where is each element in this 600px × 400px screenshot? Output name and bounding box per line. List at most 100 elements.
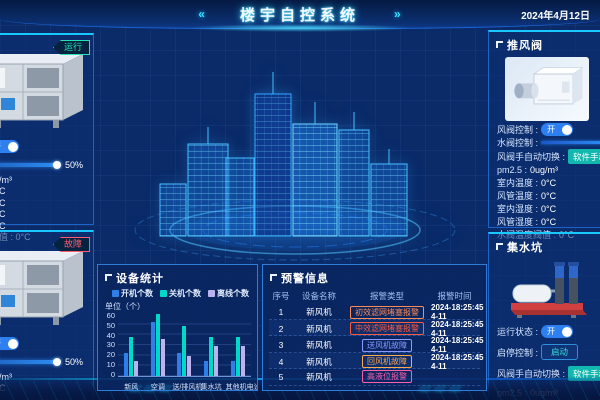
power-toggle[interactable]: 开 bbox=[0, 337, 19, 350]
sump-pit-title: 集水坑 bbox=[489, 234, 600, 255]
field-label: 风阀手自动切换 : bbox=[497, 369, 566, 379]
alerts-table-header: 序号 设备名称 报警类型 报警时间 bbox=[269, 289, 480, 303]
bar bbox=[134, 361, 139, 376]
panel-row: 风管湿度 :0°C bbox=[489, 215, 600, 228]
legend-swatch bbox=[208, 290, 215, 297]
slider-thumb[interactable] bbox=[53, 161, 61, 169]
y-tick-label: 20 bbox=[106, 350, 115, 360]
panel-row: 室内湿度 :0°C bbox=[489, 202, 600, 215]
ahu-unit-image bbox=[0, 54, 83, 128]
toggle-knob bbox=[7, 338, 18, 349]
field-value: 0ug/m³ bbox=[530, 165, 559, 175]
bar bbox=[124, 353, 129, 376]
legend-swatch bbox=[112, 290, 119, 297]
alert-no: 5 bbox=[278, 371, 284, 382]
toggle-switch[interactable]: 开 bbox=[541, 325, 574, 338]
alert-type-badge: 初效滤网堵塞报警 bbox=[350, 305, 424, 319]
alert-type-badge: 中效滤网堵塞报警 bbox=[350, 322, 424, 335]
alert-device: 新风机 bbox=[306, 356, 332, 367]
device-stats-panel: 设备统计 开机个数 关机个数 离线个数 单位（个） 60 50 40 30 20 10 0 新风… bbox=[97, 264, 258, 391]
chart-unit-label: 单位（个） bbox=[105, 302, 145, 311]
readout-value: C bbox=[0, 383, 6, 394]
alert-device: 新风机 bbox=[306, 323, 332, 334]
readout-value: /m³ bbox=[0, 175, 12, 185]
alert-clock: 18:25:45 bbox=[451, 352, 484, 362]
device-stats-title: 设备统计 bbox=[98, 265, 257, 286]
field-value: 0ug/m³ bbox=[530, 388, 559, 398]
left-chevrons-decoration: « bbox=[198, 7, 206, 21]
alert-device: 新风机 bbox=[306, 307, 332, 317]
alert-time: 2024-4-11 18:25:45 bbox=[429, 319, 486, 338]
alert-type-badge: 回风机故障 bbox=[362, 355, 412, 368]
value-slider[interactable] bbox=[541, 141, 600, 144]
column-header: 设备名称 bbox=[301, 291, 336, 301]
alert-device: 新风机 bbox=[306, 340, 332, 350]
ahu-panel-bottom: 故障 开 50% / bbox=[0, 230, 94, 400]
alert-no: 2 bbox=[278, 323, 284, 334]
legend-label: 开机个数 bbox=[121, 289, 153, 298]
sump-pump-image bbox=[511, 262, 587, 318]
mode-button[interactable]: 软件手动 bbox=[568, 366, 600, 381]
alert-date: 2024-4-11 bbox=[431, 352, 452, 371]
x-tick-label: 集水坑 bbox=[200, 384, 222, 391]
column-header: 报警时间 bbox=[437, 291, 472, 301]
readout-value: C bbox=[0, 197, 6, 208]
field-value: 0°C bbox=[541, 203, 557, 214]
speed-slider[interactable] bbox=[0, 161, 61, 169]
y-tick-label: 50 bbox=[106, 320, 115, 330]
legend-label: 关机个数 bbox=[169, 289, 201, 298]
alert-time: 2024-4-11 18:25:45 bbox=[429, 336, 486, 354]
header-bar: « 楼宇自控系统 » bbox=[0, 0, 600, 29]
field-label: 风阀控制 : bbox=[497, 125, 539, 135]
readout-value: C bbox=[0, 209, 6, 220]
alert-type-badge: 送风机故障 bbox=[362, 338, 412, 352]
ahu-unit-image bbox=[0, 251, 83, 325]
left-bottom-readouts: /m³ C bbox=[0, 372, 93, 395]
toggle-knob bbox=[7, 141, 18, 152]
field-label: pm2.5 : bbox=[497, 165, 528, 175]
speed-slider[interactable] bbox=[0, 358, 61, 366]
legend-item: 开机个数 bbox=[112, 288, 153, 299]
readout-value: /m³ bbox=[0, 372, 12, 382]
panel-row: 水阀控制 : bbox=[489, 136, 600, 149]
x-tick-label: 新风 bbox=[124, 384, 139, 391]
alert-type-badge: 高液位报警 bbox=[362, 370, 412, 384]
x-tick-label: 空调 bbox=[150, 384, 165, 391]
bar bbox=[230, 361, 235, 376]
run-status-badge: 运行 bbox=[52, 40, 90, 55]
panel-row: 风管温度 :0°C bbox=[489, 189, 600, 202]
ahu-panel-top: 运行 开 50% / bbox=[0, 33, 94, 242]
mode-button[interactable]: 软件手动 bbox=[568, 149, 600, 164]
alert-clock: 18:25:45 bbox=[451, 319, 484, 329]
stats-plot bbox=[118, 314, 251, 377]
slider-thumb[interactable] bbox=[53, 358, 61, 366]
y-tick-label: 40 bbox=[106, 330, 115, 340]
toggle-knob bbox=[561, 124, 572, 135]
y-tick-label: 30 bbox=[106, 340, 115, 350]
alerts-panel: 预警信息 序号 设备名称 报警类型 报警时间 1 新风机 初效滤网堵塞报警 2024-4-1… bbox=[262, 264, 487, 391]
toggle-state-label: 开 bbox=[547, 125, 556, 134]
bar bbox=[177, 353, 182, 376]
y-tick-label: 60 bbox=[106, 311, 115, 320]
bar bbox=[155, 314, 160, 376]
x-tick-label: 其他机电设备 bbox=[225, 384, 257, 391]
field-value: 0°C bbox=[541, 190, 557, 201]
bar bbox=[129, 337, 134, 376]
column-header: 报警类型 bbox=[369, 291, 404, 301]
toggle-switch[interactable]: 开 bbox=[541, 123, 574, 136]
panel-row: 启停控制 : 启动 bbox=[489, 344, 600, 360]
y-axis: 60 50 40 30 20 10 0 bbox=[102, 312, 118, 378]
alert-date: 2024-4-11 bbox=[431, 319, 452, 338]
bar-group bbox=[199, 337, 223, 376]
alerts-table-rows: 1 新风机 初效滤网堵塞报警 2024-4-11 18:25:45 2 新风机 中效滤网堵塞报… bbox=[269, 303, 484, 386]
current-date: 2024年4月12日 bbox=[521, 11, 590, 22]
legend-swatch bbox=[160, 290, 167, 297]
field-label: 室内温度 : bbox=[497, 178, 539, 188]
start-stop-button[interactable]: 启动 bbox=[541, 344, 579, 360]
power-toggle[interactable]: 开 bbox=[0, 140, 19, 153]
panel-row: 风阀控制 : 开 bbox=[489, 123, 600, 136]
alert-no: 1 bbox=[278, 307, 284, 317]
